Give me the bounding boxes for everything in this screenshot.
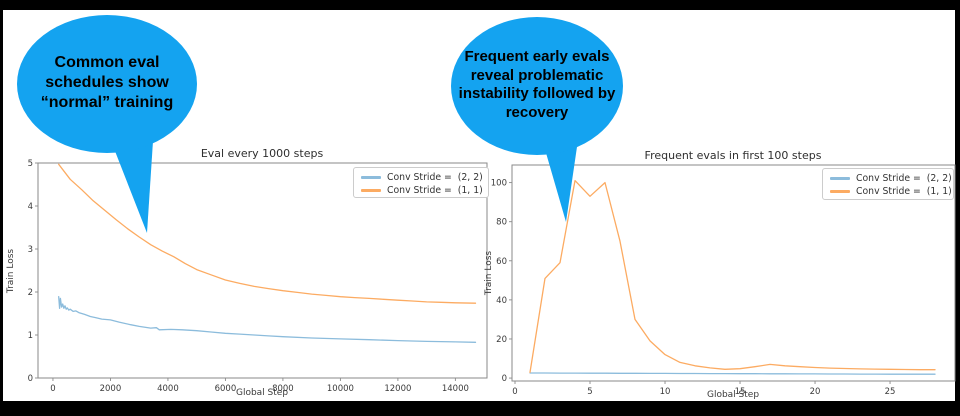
x-tick-label: 0 — [512, 387, 517, 397]
y-tick-label: 3 — [28, 245, 33, 255]
x-tick-label: 2000 — [100, 384, 122, 394]
plot-box — [37, 162, 488, 379]
plot-box — [511, 164, 956, 382]
bubble-line: instability followed by — [458, 85, 616, 102]
legend-line-swatch-orange — [830, 190, 850, 193]
speech-bubble-right-body — [451, 17, 623, 155]
x-tick-label: 10000 — [327, 384, 354, 394]
bubble-line: reveal problematic — [470, 66, 604, 84]
bubble-line: Frequent early evals — [464, 48, 610, 65]
bubble-line: schedules show — [45, 74, 169, 91]
x-tick-label: 20 — [810, 387, 821, 397]
speech-bubble-left-tail — [113, 141, 153, 233]
speech-bubble-left-body — [17, 15, 197, 153]
left-chart-title: Eval every 1000 steps — [200, 147, 324, 160]
y-tick-label: 1 — [28, 331, 33, 341]
y-tick-label: 80 — [496, 218, 507, 228]
series-line-conv-stride-2-2- — [58, 296, 477, 343]
x-tick-label: 0 — [50, 384, 55, 394]
x-tick-label: 6000 — [215, 384, 237, 394]
legend-label: Conv Stride = (1, 1) — [856, 186, 952, 197]
y-tick-label: 0 — [28, 374, 33, 384]
x-tick-label: 15 — [735, 387, 746, 397]
legend-line-swatch-blue — [361, 176, 381, 179]
right-x-axis-label: Global Step — [706, 390, 760, 400]
legend-entry-stride-1-1: Conv Stride = (1, 1) — [830, 185, 952, 198]
right-chart-title: Frequent evals in first 100 steps — [644, 149, 822, 162]
y-tick-label: 5 — [28, 159, 33, 169]
legend-line-swatch-blue — [830, 177, 850, 180]
speech-bubble-right-text: Frequent early evals reveal problematic … — [447, 48, 627, 122]
legend-line-swatch-orange — [361, 189, 381, 192]
y-tick-label: 40 — [496, 296, 507, 306]
legend-entry-stride-1-1: Conv Stride = (1, 1) — [361, 184, 483, 197]
x-tick-label: 12000 — [384, 384, 411, 394]
legend-label: Conv Stride = (2, 2) — [387, 172, 483, 183]
y-tick-label: 0 — [502, 374, 507, 384]
left-chart-plot: 0 2000 4000 6000 8000 10000 12000 14000 0 1 2 3 4 5 — [28, 159, 488, 394]
x-tick-label: 14000 — [442, 384, 469, 394]
right-chart-plot: 0 5 10 15 20 25 0 20 40 60 80 100 — [491, 164, 956, 397]
speech-bubble-left-text: Common eval schedules show “normal” trai… — [17, 53, 197, 113]
bubble-line: Common eval — [54, 54, 160, 71]
speech-bubble-left — [17, 15, 197, 233]
legend-entry-stride-2-2: Conv Stride = (2, 2) — [361, 171, 483, 184]
x-tick-label: 4000 — [157, 384, 179, 394]
legend-entry-stride-2-2: Conv Stride = (2, 2) — [830, 172, 952, 185]
y-tick-label: 20 — [496, 335, 507, 345]
series-line-conv-stride-1-1- — [529, 179, 936, 374]
right-legend: Conv Stride = (2, 2) Conv Stride = (1, 1… — [822, 168, 954, 200]
y-tick-label: 60 — [496, 257, 507, 267]
x-tick-label: 25 — [885, 387, 896, 397]
series-line-conv-stride-1-1- — [58, 163, 477, 304]
x-tick-label: 10 — [660, 387, 671, 397]
left-x-axis-label: Global Step — [235, 388, 289, 398]
speech-bubble-right-tail — [544, 140, 578, 222]
y-tick-label: 100 — [491, 179, 507, 189]
legend-label: Conv Stride = (2, 2) — [856, 173, 952, 184]
series-line-conv-stride-2-2- — [529, 372, 936, 375]
speech-bubble-right — [451, 17, 623, 222]
y-tick-label: 4 — [28, 202, 33, 212]
x-tick-label: 5 — [587, 387, 592, 397]
x-tick-label: 8000 — [272, 384, 294, 394]
bubble-line: recovery — [505, 103, 569, 121]
left-legend: Conv Stride = (2, 2) Conv Stride = (1, 1… — [353, 167, 489, 198]
y-tick-label: 2 — [28, 288, 33, 298]
bubble-line: “normal” training — [40, 94, 174, 111]
legend-label: Conv Stride = (1, 1) — [387, 185, 483, 196]
